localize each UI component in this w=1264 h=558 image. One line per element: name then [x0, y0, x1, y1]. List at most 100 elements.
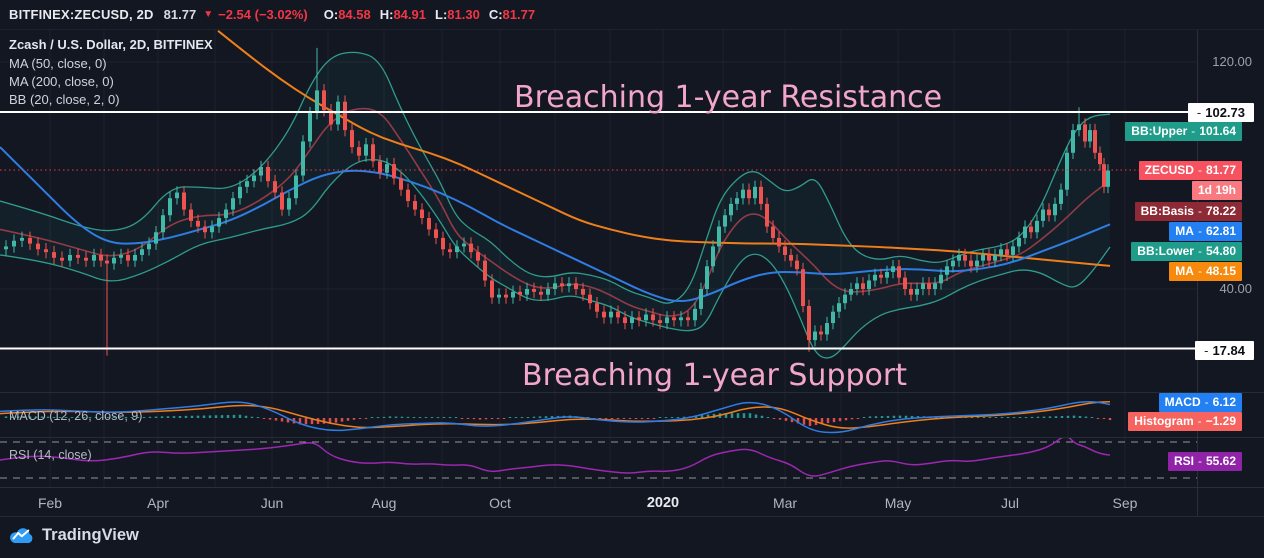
legend-indicator-list: MA (50, close, 0) MA (200, close, 0) BB (2… [9, 55, 213, 109]
macd-legend[interactable]: MACD (12, 26, close, 9) [9, 409, 143, 423]
macd-histogram-bar [472, 418, 476, 420]
candle-body [20, 237, 24, 241]
macd-histogram-bar [190, 415, 194, 418]
macd-histogram-bar [754, 414, 758, 418]
candle-body [759, 186, 763, 204]
candle-body [741, 189, 745, 199]
macd-histogram-bar [772, 418, 776, 419]
macd-histogram-bar [4, 416, 8, 418]
candle-body [729, 203, 733, 216]
time-label-apr: Apr [147, 495, 169, 511]
macd-histogram-bar [892, 415, 896, 418]
annotation-resistance-text[interactable]: Breaching 1-year Resistance [514, 80, 943, 115]
candle-body [294, 175, 298, 199]
macd-histogram-bar [1108, 418, 1112, 421]
macd-histogram-bar [94, 417, 98, 418]
candle-body [795, 260, 799, 270]
macd-histogram-bar [616, 418, 620, 419]
legend-item-0[interactable]: MA (50, close, 0) [9, 56, 107, 71]
time-label-2020: 2020 [646, 495, 680, 511]
macd-histogram-bar [1054, 416, 1058, 418]
macd-histogram-bar [250, 416, 254, 418]
candle-body [175, 192, 179, 199]
candle-body [476, 252, 480, 261]
macd-histogram-bar [610, 418, 614, 419]
tradingview-logo[interactable]: TradingView [8, 526, 139, 545]
candle-body [891, 266, 895, 272]
candle-body [885, 271, 889, 278]
candle-body [1093, 130, 1097, 153]
macd-histogram-bar [430, 417, 434, 418]
candle-body [783, 246, 787, 255]
candle-body [969, 260, 973, 267]
macd-histogram-bar [1096, 418, 1100, 419]
macd-histogram-bar [208, 415, 212, 418]
macd-histogram-bar [382, 416, 386, 418]
candle-body [182, 192, 186, 210]
bollinger-upper-line [0, 51, 1111, 304]
candle-body [789, 254, 793, 261]
tag-support-level: -17.84 [1195, 340, 1254, 360]
candle-body [36, 243, 40, 250]
candle-body [873, 274, 877, 281]
bollinger-lower-line [0, 158, 1111, 359]
candle-body [819, 331, 823, 335]
macd-histogram-bar [802, 418, 806, 425]
candle-body [126, 254, 130, 261]
rsi-legend[interactable]: RSI (14, close) [9, 448, 92, 462]
candle-body [897, 266, 901, 278]
candle-body [76, 254, 80, 258]
macd-histogram-bar [700, 415, 704, 418]
candle-body [1102, 164, 1106, 187]
macd-histogram-bar [496, 418, 500, 419]
candle-body [490, 280, 494, 298]
macd-histogram-bar [1018, 417, 1022, 418]
time-label-jun: Jun [260, 495, 284, 511]
macd-histogram-bar [256, 417, 260, 418]
macd-histogram-bar [364, 418, 368, 419]
candle-body [399, 178, 403, 190]
macd-histogram-bar [124, 417, 128, 418]
macd-histogram-bar [490, 418, 494, 419]
tag-ma50: MA -62.81 [1169, 221, 1242, 241]
time-axis[interactable]: Feb Apr Jun Aug Oct 2020 Mar May Jul Sep [0, 488, 1197, 516]
candle-body [1053, 203, 1057, 216]
candle-body [623, 317, 627, 324]
legend-item-2[interactable]: BB (20, close, 2, 0) [9, 92, 120, 107]
candle-body [837, 303, 841, 312]
candle-body [504, 294, 508, 298]
macd-histogram-bar [166, 416, 170, 418]
legend-symbol-title[interactable]: Zcash / U.S. Dollar, 2D, BITFINEX [9, 37, 213, 52]
macd-histogram-bar [1030, 416, 1034, 418]
candle-body [196, 220, 200, 227]
candle-body [765, 203, 769, 227]
candle-body [336, 101, 340, 125]
candle-body [364, 144, 368, 156]
macd-histogram-bar [586, 417, 590, 418]
macd-histogram-bar [550, 416, 554, 418]
macd-histogram-bar [412, 417, 416, 418]
candle-body [813, 331, 817, 341]
macd-histogram-bar [898, 415, 902, 418]
time-label-aug: Aug [371, 495, 397, 511]
tag-resistance-level: -102.73 [1187, 102, 1254, 122]
macd-signal-line [0, 400, 1111, 429]
legend-item-1[interactable]: MA (200, close, 0) [9, 74, 114, 89]
macd-histogram-bar [400, 416, 404, 418]
macd-histogram-bar [46, 416, 50, 418]
macd-histogram-bar [676, 417, 680, 418]
candle-body [602, 311, 606, 318]
candle-body [644, 314, 648, 321]
annotation-support-text[interactable]: Breaching 1-year Support [522, 358, 907, 393]
macd-histogram-bar [1066, 415, 1070, 418]
macd-histogram-bar [262, 418, 266, 419]
candle-body [133, 254, 137, 261]
candle-body [939, 274, 943, 284]
macd-histogram-bar [760, 415, 764, 418]
symbol-title[interactable]: BITFINEX:ZECUSD, 2D [9, 7, 154, 22]
candle-body [287, 198, 291, 210]
candle-body [831, 311, 835, 324]
macd-histogram-bar [880, 416, 884, 418]
candle-body [371, 144, 375, 162]
